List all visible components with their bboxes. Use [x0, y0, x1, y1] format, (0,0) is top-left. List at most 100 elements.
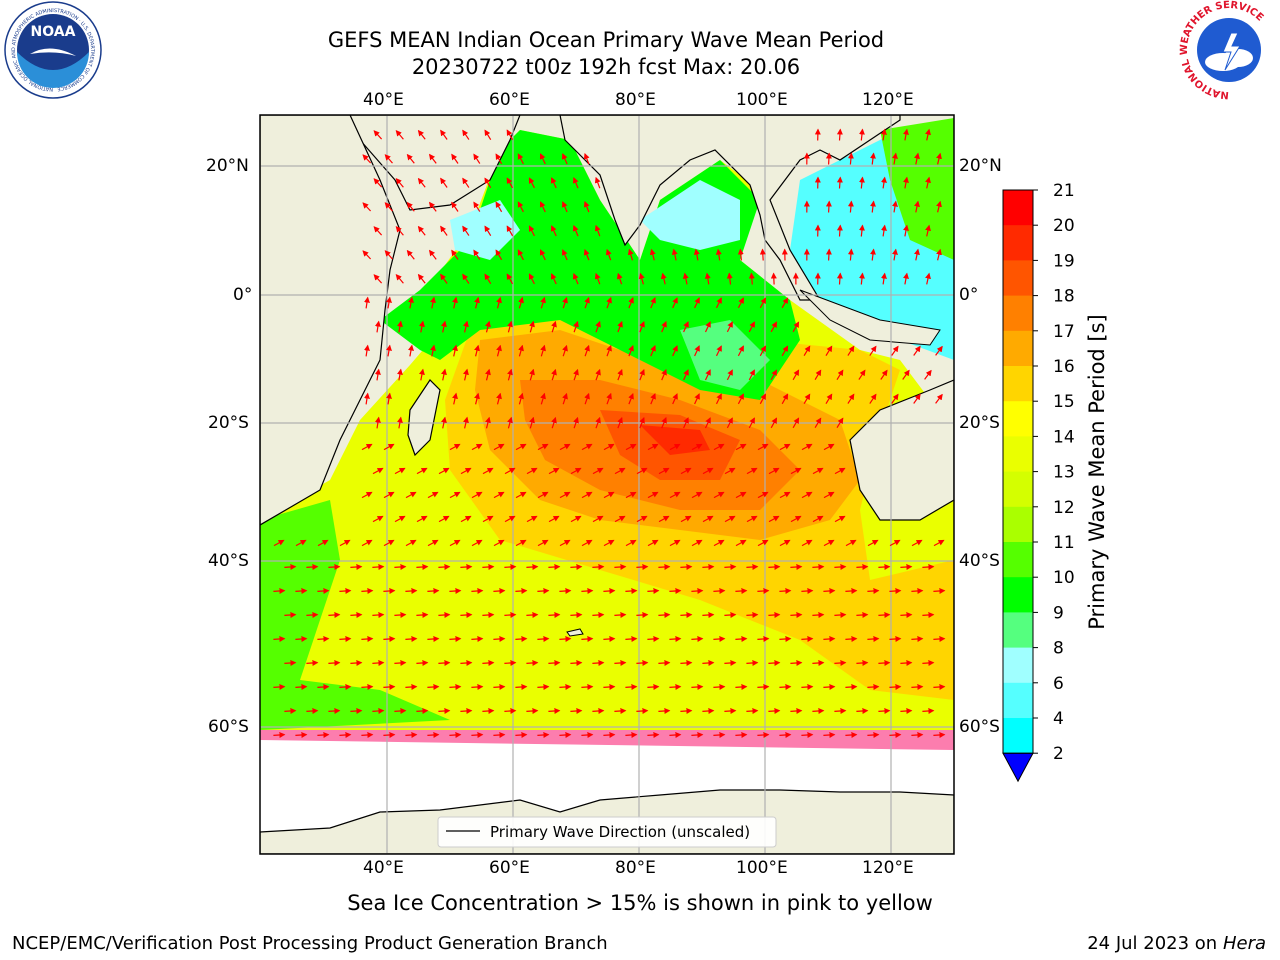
- wave-direction-arrow: [427, 683, 440, 690]
- wave-direction-arrow: [273, 635, 286, 642]
- wave-direction-arrow: [903, 272, 909, 285]
- wave-direction-arrow: [702, 467, 714, 475]
- wave-direction-arrow: [496, 344, 502, 357]
- wave-direction-arrow: [504, 563, 517, 570]
- wave-direction-arrow: [759, 393, 767, 405]
- wave-direction-arrow: [317, 539, 329, 547]
- wave-direction-arrow: [504, 467, 516, 475]
- wave-direction-arrow: [713, 443, 725, 451]
- wave-direction-arrow: [825, 345, 833, 357]
- wave-direction-arrow: [935, 345, 943, 356]
- wave-direction-arrow: [900, 611, 913, 618]
- wave-direction-arrow: [463, 416, 469, 429]
- wave-direction-arrow: [394, 611, 407, 618]
- wave-direction-arrow: [462, 129, 470, 140]
- wave-direction-arrow: [892, 200, 898, 213]
- wave-direction-arrow: [892, 152, 898, 165]
- wave-direction-arrow: [562, 344, 568, 357]
- wave-direction-arrow: [603, 539, 615, 547]
- wave-direction-arrow: [704, 417, 711, 429]
- wave-direction-arrow: [441, 320, 447, 333]
- colorbar-tick-label: 13: [1053, 463, 1075, 483]
- lat-label-right: 40°S: [959, 551, 1000, 571]
- wave-direction-arrow: [691, 443, 703, 451]
- wave-direction-arrow: [614, 467, 626, 475]
- lon-label-bottom: 80°E: [615, 858, 656, 878]
- wave-direction-arrow: [550, 225, 557, 237]
- wave-direction-arrow: [625, 491, 637, 499]
- wave-direction-arrow: [823, 539, 835, 547]
- wave-direction-arrow: [625, 587, 638, 594]
- wave-direction-arrow: [395, 274, 404, 284]
- wave-direction-arrow: [903, 128, 909, 141]
- wave-direction-arrow: [451, 249, 459, 260]
- wave-direction-arrow: [869, 200, 876, 213]
- wave-direction-arrow: [284, 611, 297, 618]
- indonesia: [799, 289, 941, 346]
- wave-direction-arrow: [495, 249, 503, 261]
- wave-direction-arrow: [768, 515, 780, 523]
- wave-direction-arrow: [350, 659, 363, 666]
- wave-direction-arrow: [328, 563, 341, 570]
- wave-direction-arrow: [529, 320, 535, 333]
- wave-direction-arrow: [548, 515, 560, 523]
- wave-direction-arrow: [625, 443, 637, 451]
- wave-direction-arrow: [694, 297, 700, 309]
- wave-direction-arrow: [683, 417, 689, 429]
- wave-direction-arrow: [779, 491, 791, 499]
- wave-direction-arrow: [614, 611, 627, 618]
- wave-direction-arrow: [493, 587, 506, 594]
- wave-direction-arrow: [493, 683, 506, 690]
- wave-direction-arrow: [482, 659, 495, 666]
- wave-direction-arrow: [658, 467, 670, 475]
- wave-direction-arrow: [812, 707, 825, 714]
- wave-direction-arrow: [430, 296, 436, 309]
- wave-direction-arrow: [484, 273, 492, 285]
- wave-direction-arrow: [691, 683, 704, 690]
- wave-direction-arrow: [507, 368, 513, 381]
- wave-direction-arrow: [581, 587, 594, 594]
- wave-direction-arrow: [551, 416, 557, 429]
- wave-direction-arrow: [779, 635, 792, 642]
- wave-direction-arrow: [394, 707, 407, 714]
- wave-direction-arrow: [682, 272, 689, 285]
- wave-direction-arrow: [441, 416, 447, 429]
- wave-direction-arrow: [768, 659, 781, 666]
- wave-direction-arrow: [350, 563, 363, 570]
- wave-direction-arrow: [911, 683, 924, 690]
- wave-direction-arrow: [515, 491, 527, 499]
- wave-direction-arrow: [372, 467, 384, 475]
- wave-direction-arrow: [858, 272, 865, 285]
- wave-direction-arrow: [573, 416, 579, 429]
- wave-direction-arrow: [350, 611, 363, 618]
- colorbar: 21 20 19 18 17 16 15 14 13 12 11 10 9 8 6 4 2: [1002, 181, 1075, 783]
- wave-direction-arrow: [317, 731, 330, 738]
- wave-direction-arrow: [625, 731, 638, 738]
- wave-direction-arrow: [748, 417, 755, 429]
- colorbar-segment: [1003, 506, 1033, 543]
- wave-direction-arrow: [496, 392, 502, 405]
- wave-direction-arrow: [339, 539, 351, 547]
- wave-direction-arrow: [625, 635, 638, 642]
- colorbar-tick-label: 17: [1053, 322, 1075, 342]
- wave-direction-arrow: [460, 467, 472, 475]
- colorbar-tick-label: 16: [1053, 357, 1075, 377]
- wave-direction-arrow: [735, 539, 747, 547]
- colorbar-tick-label: 11: [1053, 533, 1075, 553]
- wave-direction-arrow: [570, 611, 583, 618]
- wave-direction-arrow: [603, 635, 616, 642]
- wave-direction-arrow: [680, 563, 693, 570]
- wave-direction-arrow: [449, 539, 461, 547]
- wave-direction-arrow: [473, 249, 481, 260]
- wave-direction-arrow: [528, 225, 535, 237]
- wave-direction-arrow: [683, 369, 689, 381]
- wave-direction-arrow: [636, 707, 649, 714]
- lat-label-right: 20°S: [959, 413, 1000, 433]
- lon-label-bottom: 40°E: [363, 858, 404, 878]
- wave-direction-arrow: [449, 587, 462, 594]
- wave-direction-arrow: [812, 563, 825, 570]
- wave-direction-arrow: [834, 611, 847, 618]
- wave-direction-arrow: [284, 659, 297, 666]
- lon-label-bottom: 120°E: [862, 858, 914, 878]
- footer-date-text: 24 Jul 2023 on: [1087, 933, 1223, 954]
